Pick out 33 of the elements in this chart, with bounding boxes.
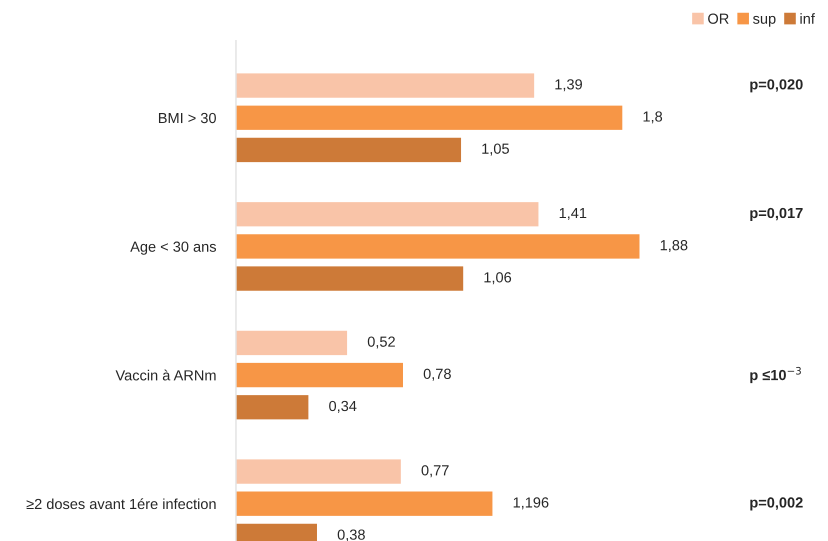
data-label: 1,05	[482, 144, 509, 156]
data-label: 1,88	[660, 240, 688, 252]
data-label: 1,196	[514, 497, 548, 510]
bar	[236, 232, 641, 260]
y-tick-label: Vaccin à ARNm	[116, 370, 216, 380]
bar	[236, 490, 494, 518]
data-label: 1,8	[644, 111, 662, 124]
bar	[236, 329, 348, 356]
data-label: 1,06	[484, 272, 512, 284]
bar	[236, 72, 536, 100]
text: p=0,020	[750, 79, 803, 92]
legend-label: OR	[708, 14, 729, 24]
bar	[236, 265, 465, 292]
data-label: 0,34	[329, 400, 356, 413]
y-tick-label: ≥2 doses avant 1ére infection	[26, 498, 216, 510]
legend-label: sup	[753, 16, 776, 27]
bar	[236, 362, 404, 389]
legend-label: inf	[800, 13, 815, 24]
bar	[236, 104, 624, 132]
data-label: 0,77	[422, 465, 449, 478]
text: p=0,002	[750, 497, 803, 511]
text: p=0,017	[750, 208, 803, 222]
bar	[236, 136, 462, 164]
data-label: 0,52	[368, 336, 395, 349]
bar	[236, 394, 310, 421]
y-tick-label: BMI > 30	[158, 112, 216, 124]
bar	[236, 458, 402, 486]
data-label: 1,39	[555, 79, 582, 92]
y-tick-label: Age < 30 ans	[130, 242, 216, 255]
data-label: 0,78	[424, 368, 451, 381]
text: p ≤10$^{−3}$	[750, 366, 801, 384]
data-label: 1,41	[560, 208, 586, 220]
bar	[236, 200, 540, 228]
